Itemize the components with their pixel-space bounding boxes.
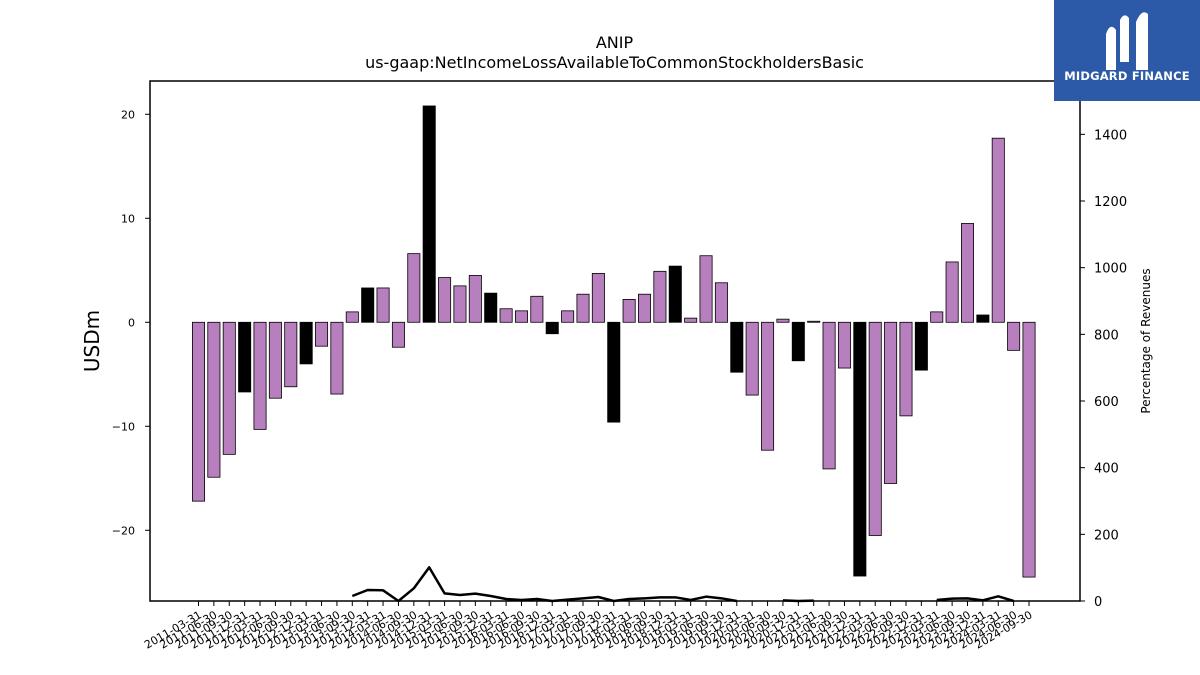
bar-2018-06-30: [638, 293, 652, 323]
y-tick-label: 20: [121, 108, 135, 121]
chart-title: ANIP: [596, 33, 634, 52]
pct-line-segment: [936, 595, 1015, 603]
y2-tick-label: 1400: [1094, 128, 1127, 143]
y2-tick-label: 1200: [1094, 195, 1127, 210]
bar-2017-09-30: [591, 272, 605, 323]
bar-2024-06-30: [1007, 321, 1021, 351]
bar-2017-03-31: [561, 310, 575, 323]
y2-tick-label: 400: [1094, 462, 1119, 477]
y2-tick-label: 0: [1094, 595, 1102, 610]
midgard-finance-logo: MIDGARD FINANCE: [1054, 0, 1200, 101]
bar-2022-03-31: [868, 321, 882, 536]
y2-tick-label: 600: [1094, 395, 1119, 410]
bar-2012-06-30: [268, 321, 282, 399]
bar-2014-12-31: [422, 105, 436, 323]
bar-2023-03-31: [930, 311, 944, 323]
bar-2024-03-31: [991, 137, 1005, 323]
bar-2013-09-30: [345, 311, 359, 323]
bar-2018-12-31: [668, 265, 682, 323]
bar-2012-12-31: [299, 321, 313, 365]
bar-2020-09-30: [776, 318, 790, 323]
bar-2023-06-30: [945, 261, 959, 323]
pct-line-group: [351, 566, 1015, 603]
bar-2017-06-30: [576, 293, 590, 323]
bar-2021-09-30: [837, 321, 851, 369]
axes-group: 20100−10−2002004006008001000120014002011…: [112, 80, 1127, 652]
bar-2017-12-31: [607, 321, 621, 423]
bar-2013-12-31: [361, 287, 375, 323]
bar-2011-12-31: [238, 321, 252, 393]
y2-tick-label: 200: [1094, 528, 1119, 543]
bar-2012-09-30: [284, 321, 298, 388]
y2-axis-label: Percentage of Revenues: [1139, 268, 1153, 413]
y2-tick-label: 800: [1094, 328, 1119, 343]
bar-2011-03-31: [191, 321, 205, 502]
bar-2022-12-31: [914, 321, 928, 371]
y-tick-label: 10: [121, 212, 135, 225]
bar-2023-09-30: [961, 223, 975, 323]
bar-2020-06-30: [761, 321, 775, 451]
bar-2024-09-30: [1022, 321, 1036, 578]
bar-2015-03-31: [438, 277, 452, 323]
bar-2016-12-31: [545, 321, 559, 335]
bar-2021-12-31: [853, 321, 867, 577]
pct-line-segment: [351, 566, 738, 603]
bar-2019-12-31: [730, 321, 744, 373]
midgard-logo-mark-icon: [1106, 12, 1148, 70]
chart-subtitle: us-gaap:NetIncomeLossAvailableToCommonSt…: [365, 53, 864, 72]
y2-tick-label: 1000: [1094, 262, 1127, 277]
bar-2016-06-30: [514, 310, 528, 323]
bar-2019-03-31: [684, 317, 698, 323]
bar-2018-09-30: [653, 270, 667, 323]
bar-2014-03-31: [376, 287, 390, 323]
bar-2020-12-31: [791, 321, 805, 362]
bar-2014-09-30: [407, 253, 421, 323]
bar-2015-06-30: [453, 285, 467, 323]
bar-2016-03-31: [499, 308, 513, 323]
y-axis-label: USDm: [80, 310, 104, 372]
logo-text: MIDGARD FINANCE: [1064, 69, 1190, 83]
bar-2015-12-31: [484, 292, 498, 323]
y-tick-label: −20: [112, 524, 135, 537]
y-tick-label: 0: [128, 316, 135, 329]
bar-2014-06-30: [391, 321, 405, 348]
bar-2023-12-31: [976, 314, 990, 323]
bar-2019-09-30: [714, 282, 728, 323]
bar-2018-03-31: [622, 298, 636, 323]
bar-2022-06-30: [884, 321, 898, 484]
bar-2011-09-30: [222, 321, 236, 455]
bar-2012-03-31: [253, 321, 267, 430]
bar-2021-06-30: [822, 321, 836, 470]
bar-2015-09-30: [468, 275, 482, 323]
bars-group: [191, 105, 1036, 578]
bar-2016-09-30: [530, 295, 544, 323]
bar-2019-06-30: [699, 255, 713, 323]
plot-frame: [149, 80, 1081, 602]
bar-2011-06-30: [207, 321, 221, 478]
y-tick-label: −10: [112, 420, 135, 433]
bar-2021-03-31: [807, 320, 821, 323]
bar-2013-06-30: [330, 321, 344, 395]
bar-2013-03-31: [315, 321, 329, 347]
bar-2020-03-31: [745, 321, 759, 396]
bar-2022-09-30: [899, 321, 913, 417]
